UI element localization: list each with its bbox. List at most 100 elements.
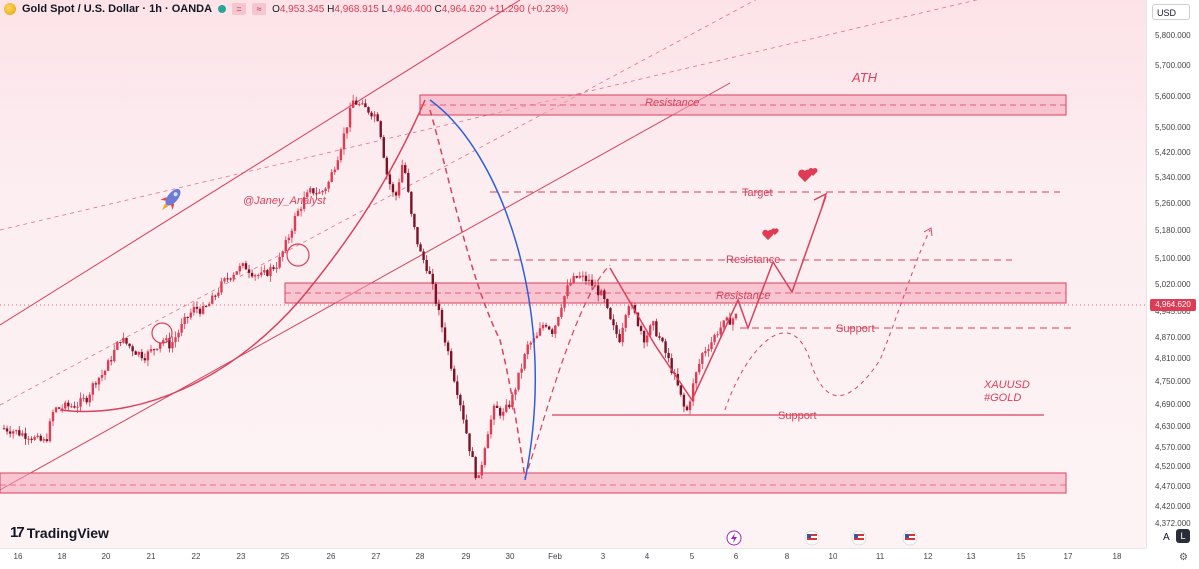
candle-body[interactable]: [612, 319, 615, 326]
candle-body[interactable]: [627, 306, 631, 316]
candle-body[interactable]: [250, 272, 254, 277]
candle-body[interactable]: [152, 349, 156, 351]
candle-body[interactable]: [345, 127, 349, 134]
candle-body[interactable]: [11, 431, 15, 434]
candle-body[interactable]: [284, 240, 287, 252]
candle-body[interactable]: [214, 295, 217, 297]
candle-body[interactable]: [339, 149, 343, 161]
candle-body[interactable]: [655, 321, 658, 337]
candle-body[interactable]: [125, 337, 128, 344]
candle-body[interactable]: [685, 406, 689, 411]
candle-body[interactable]: [465, 419, 468, 434]
candle-body[interactable]: [299, 208, 303, 211]
candle-body[interactable]: [505, 404, 508, 412]
candle-body[interactable]: [428, 270, 431, 274]
us-flag-icon[interactable]: [851, 530, 867, 546]
candle-body[interactable]: [581, 275, 585, 277]
candle-body[interactable]: [318, 192, 321, 194]
candle-body[interactable]: [174, 337, 177, 343]
candle-body[interactable]: [388, 174, 392, 185]
candle-body[interactable]: [609, 307, 612, 320]
candle-body[interactable]: [486, 434, 490, 449]
candle-body[interactable]: [290, 230, 294, 238]
candle-body[interactable]: [551, 329, 554, 334]
candle-body[interactable]: [704, 351, 707, 354]
candle-body[interactable]: [449, 351, 453, 369]
candle-body[interactable]: [309, 188, 312, 193]
candle-body[interactable]: [272, 267, 275, 269]
header-button-wave[interactable]: ≈: [252, 3, 267, 15]
candle-body[interactable]: [572, 276, 575, 283]
candle-body[interactable]: [649, 325, 652, 336]
candle-body[interactable]: [538, 328, 542, 336]
candle-body[interactable]: [91, 383, 95, 395]
candle-body[interactable]: [624, 315, 627, 328]
time-axis[interactable]: [0, 548, 1146, 569]
candle-body[interactable]: [391, 184, 395, 193]
candle-body[interactable]: [379, 121, 382, 138]
candle-body[interactable]: [162, 340, 165, 343]
candle-body[interactable]: [544, 325, 548, 327]
candle-body[interactable]: [633, 305, 637, 313]
red-parabola-curve[interactable]: [59, 99, 426, 413]
candle-body[interactable]: [410, 191, 413, 214]
candle-body[interactable]: [76, 406, 79, 408]
candle-body[interactable]: [394, 192, 398, 196]
candle-body[interactable]: [596, 285, 600, 296]
candle-body[interactable]: [88, 394, 91, 403]
candle-body[interactable]: [569, 282, 572, 286]
candle-body[interactable]: [201, 306, 205, 314]
candle-body[interactable]: [373, 114, 376, 117]
candle-body[interactable]: [422, 251, 425, 260]
candle-body[interactable]: [688, 401, 692, 411]
candle-body[interactable]: [146, 351, 150, 361]
candle-body[interactable]: [731, 318, 735, 325]
candle-body[interactable]: [636, 312, 640, 327]
candle-body[interactable]: [82, 397, 85, 399]
candle-body[interactable]: [109, 360, 113, 362]
candle-body[interactable]: [407, 172, 410, 192]
candle-body[interactable]: [587, 279, 591, 282]
candle-body[interactable]: [54, 407, 58, 412]
marker-circle-1[interactable]: [151, 322, 173, 344]
candle-body[interactable]: [492, 405, 496, 420]
candle-body[interactable]: [446, 342, 450, 352]
channel-line-upper[interactable]: [0, 0, 521, 326]
candle-body[interactable]: [244, 263, 248, 270]
candle-body[interactable]: [223, 278, 226, 282]
candle-body[interactable]: [535, 335, 539, 339]
candle-body[interactable]: [566, 285, 569, 297]
candle-body[interactable]: [134, 351, 137, 355]
candle-body[interactable]: [645, 335, 649, 343]
candle-body[interactable]: [195, 306, 199, 309]
candle-body[interactable]: [440, 309, 444, 328]
candle-body[interactable]: [554, 325, 557, 334]
candle-body[interactable]: [370, 112, 373, 117]
candle-body[interactable]: [180, 324, 183, 333]
candle-body[interactable]: [168, 338, 171, 349]
price-axis[interactable]: [1146, 0, 1199, 548]
candle-body[interactable]: [560, 307, 563, 318]
candle-body[interactable]: [514, 389, 517, 395]
candle-body[interactable]: [526, 344, 529, 355]
candle-body[interactable]: [716, 334, 719, 336]
candle-body[interactable]: [33, 437, 36, 440]
candle-body[interactable]: [722, 320, 725, 328]
channel-line-mid-dashed[interactable]: [0, 0, 830, 406]
candle-body[interactable]: [208, 303, 211, 307]
candle-body[interactable]: [416, 227, 419, 245]
gear-icon[interactable]: ⚙: [1179, 552, 1188, 563]
projection-zigzag[interactable]: [609, 195, 827, 402]
candle-body[interactable]: [471, 451, 474, 458]
candle-body[interactable]: [590, 279, 594, 286]
candle-body[interactable]: [315, 193, 318, 195]
candle-body[interactable]: [128, 343, 131, 347]
candle-body[interactable]: [336, 160, 340, 170]
candle-body[interactable]: [495, 405, 499, 408]
candle-body[interactable]: [483, 448, 487, 465]
candle-body[interactable]: [60, 408, 64, 410]
candle-body[interactable]: [578, 275, 581, 278]
candle-body[interactable]: [159, 342, 162, 349]
candle-body[interactable]: [192, 306, 196, 313]
candle-body[interactable]: [238, 266, 242, 272]
